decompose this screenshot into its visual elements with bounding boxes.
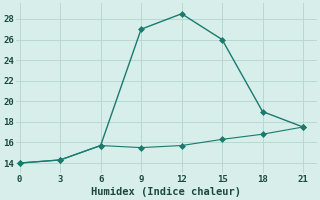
X-axis label: Humidex (Indice chaleur): Humidex (Indice chaleur) bbox=[91, 186, 241, 197]
